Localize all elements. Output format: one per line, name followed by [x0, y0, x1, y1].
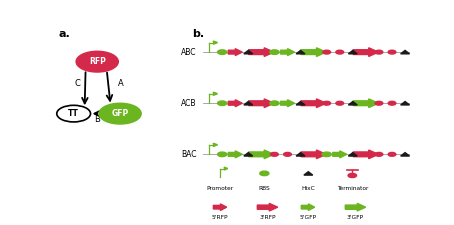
Text: RBS: RBS [258, 186, 270, 191]
Circle shape [388, 50, 396, 54]
FancyArrow shape [281, 100, 295, 107]
Text: BAC: BAC [181, 150, 197, 159]
Circle shape [388, 152, 396, 156]
Circle shape [323, 101, 331, 105]
Text: Terminator: Terminator [336, 186, 368, 191]
FancyArrow shape [224, 167, 228, 170]
Polygon shape [400, 101, 410, 105]
Polygon shape [296, 50, 305, 54]
Circle shape [217, 50, 227, 54]
FancyArrow shape [257, 203, 278, 211]
Polygon shape [348, 50, 357, 54]
Circle shape [99, 103, 141, 124]
Text: C: C [74, 79, 80, 88]
Text: 5'GFP: 5'GFP [299, 215, 316, 220]
Polygon shape [296, 153, 305, 156]
Circle shape [348, 173, 356, 178]
Circle shape [76, 51, 118, 72]
Circle shape [217, 101, 227, 106]
Circle shape [322, 152, 331, 157]
Circle shape [260, 171, 269, 176]
Circle shape [271, 152, 278, 156]
Circle shape [57, 105, 90, 122]
Text: 3'RFP: 3'RFP [259, 215, 276, 220]
Circle shape [388, 101, 396, 105]
FancyArrow shape [353, 150, 379, 159]
Text: A: A [118, 79, 123, 88]
Text: b.: b. [192, 29, 204, 39]
FancyArrow shape [301, 48, 326, 56]
Text: 5'RFP: 5'RFP [212, 215, 228, 220]
FancyArrow shape [249, 99, 274, 108]
FancyArrow shape [333, 151, 347, 158]
FancyArrow shape [301, 99, 326, 108]
Polygon shape [400, 50, 410, 54]
Text: Promoter: Promoter [207, 186, 234, 191]
Polygon shape [244, 50, 253, 54]
Text: RFP: RFP [89, 57, 106, 66]
FancyArrow shape [228, 49, 242, 56]
Circle shape [270, 50, 279, 54]
Text: ABC: ABC [181, 48, 197, 57]
Polygon shape [244, 153, 253, 156]
Polygon shape [348, 101, 357, 105]
Polygon shape [304, 172, 313, 175]
Circle shape [375, 101, 383, 105]
Circle shape [323, 50, 331, 54]
FancyArrow shape [353, 99, 379, 108]
FancyArrow shape [353, 48, 379, 56]
Circle shape [375, 50, 383, 54]
Polygon shape [348, 153, 357, 156]
Text: a.: a. [59, 29, 70, 39]
FancyArrow shape [228, 100, 242, 107]
Circle shape [336, 101, 344, 105]
Polygon shape [400, 153, 410, 156]
FancyArrow shape [228, 151, 242, 158]
FancyArrow shape [249, 150, 274, 159]
Polygon shape [296, 101, 305, 105]
FancyArrow shape [213, 204, 227, 210]
FancyArrow shape [249, 48, 274, 56]
FancyArrow shape [301, 150, 326, 159]
FancyArrow shape [345, 203, 365, 211]
FancyArrow shape [301, 204, 315, 210]
Circle shape [217, 152, 227, 157]
Text: B: B [94, 115, 100, 124]
Circle shape [284, 152, 291, 156]
Text: 3'GFP: 3'GFP [347, 215, 364, 220]
Circle shape [375, 152, 383, 156]
Text: ACB: ACB [181, 99, 197, 108]
Polygon shape [244, 101, 253, 105]
Circle shape [336, 50, 344, 54]
Circle shape [270, 101, 279, 106]
FancyArrow shape [281, 49, 295, 56]
FancyArrow shape [213, 41, 217, 44]
Text: TT: TT [68, 109, 79, 118]
FancyArrow shape [213, 143, 217, 146]
Text: HixC: HixC [301, 186, 315, 191]
FancyArrow shape [213, 92, 217, 95]
Text: GFP: GFP [112, 109, 128, 118]
